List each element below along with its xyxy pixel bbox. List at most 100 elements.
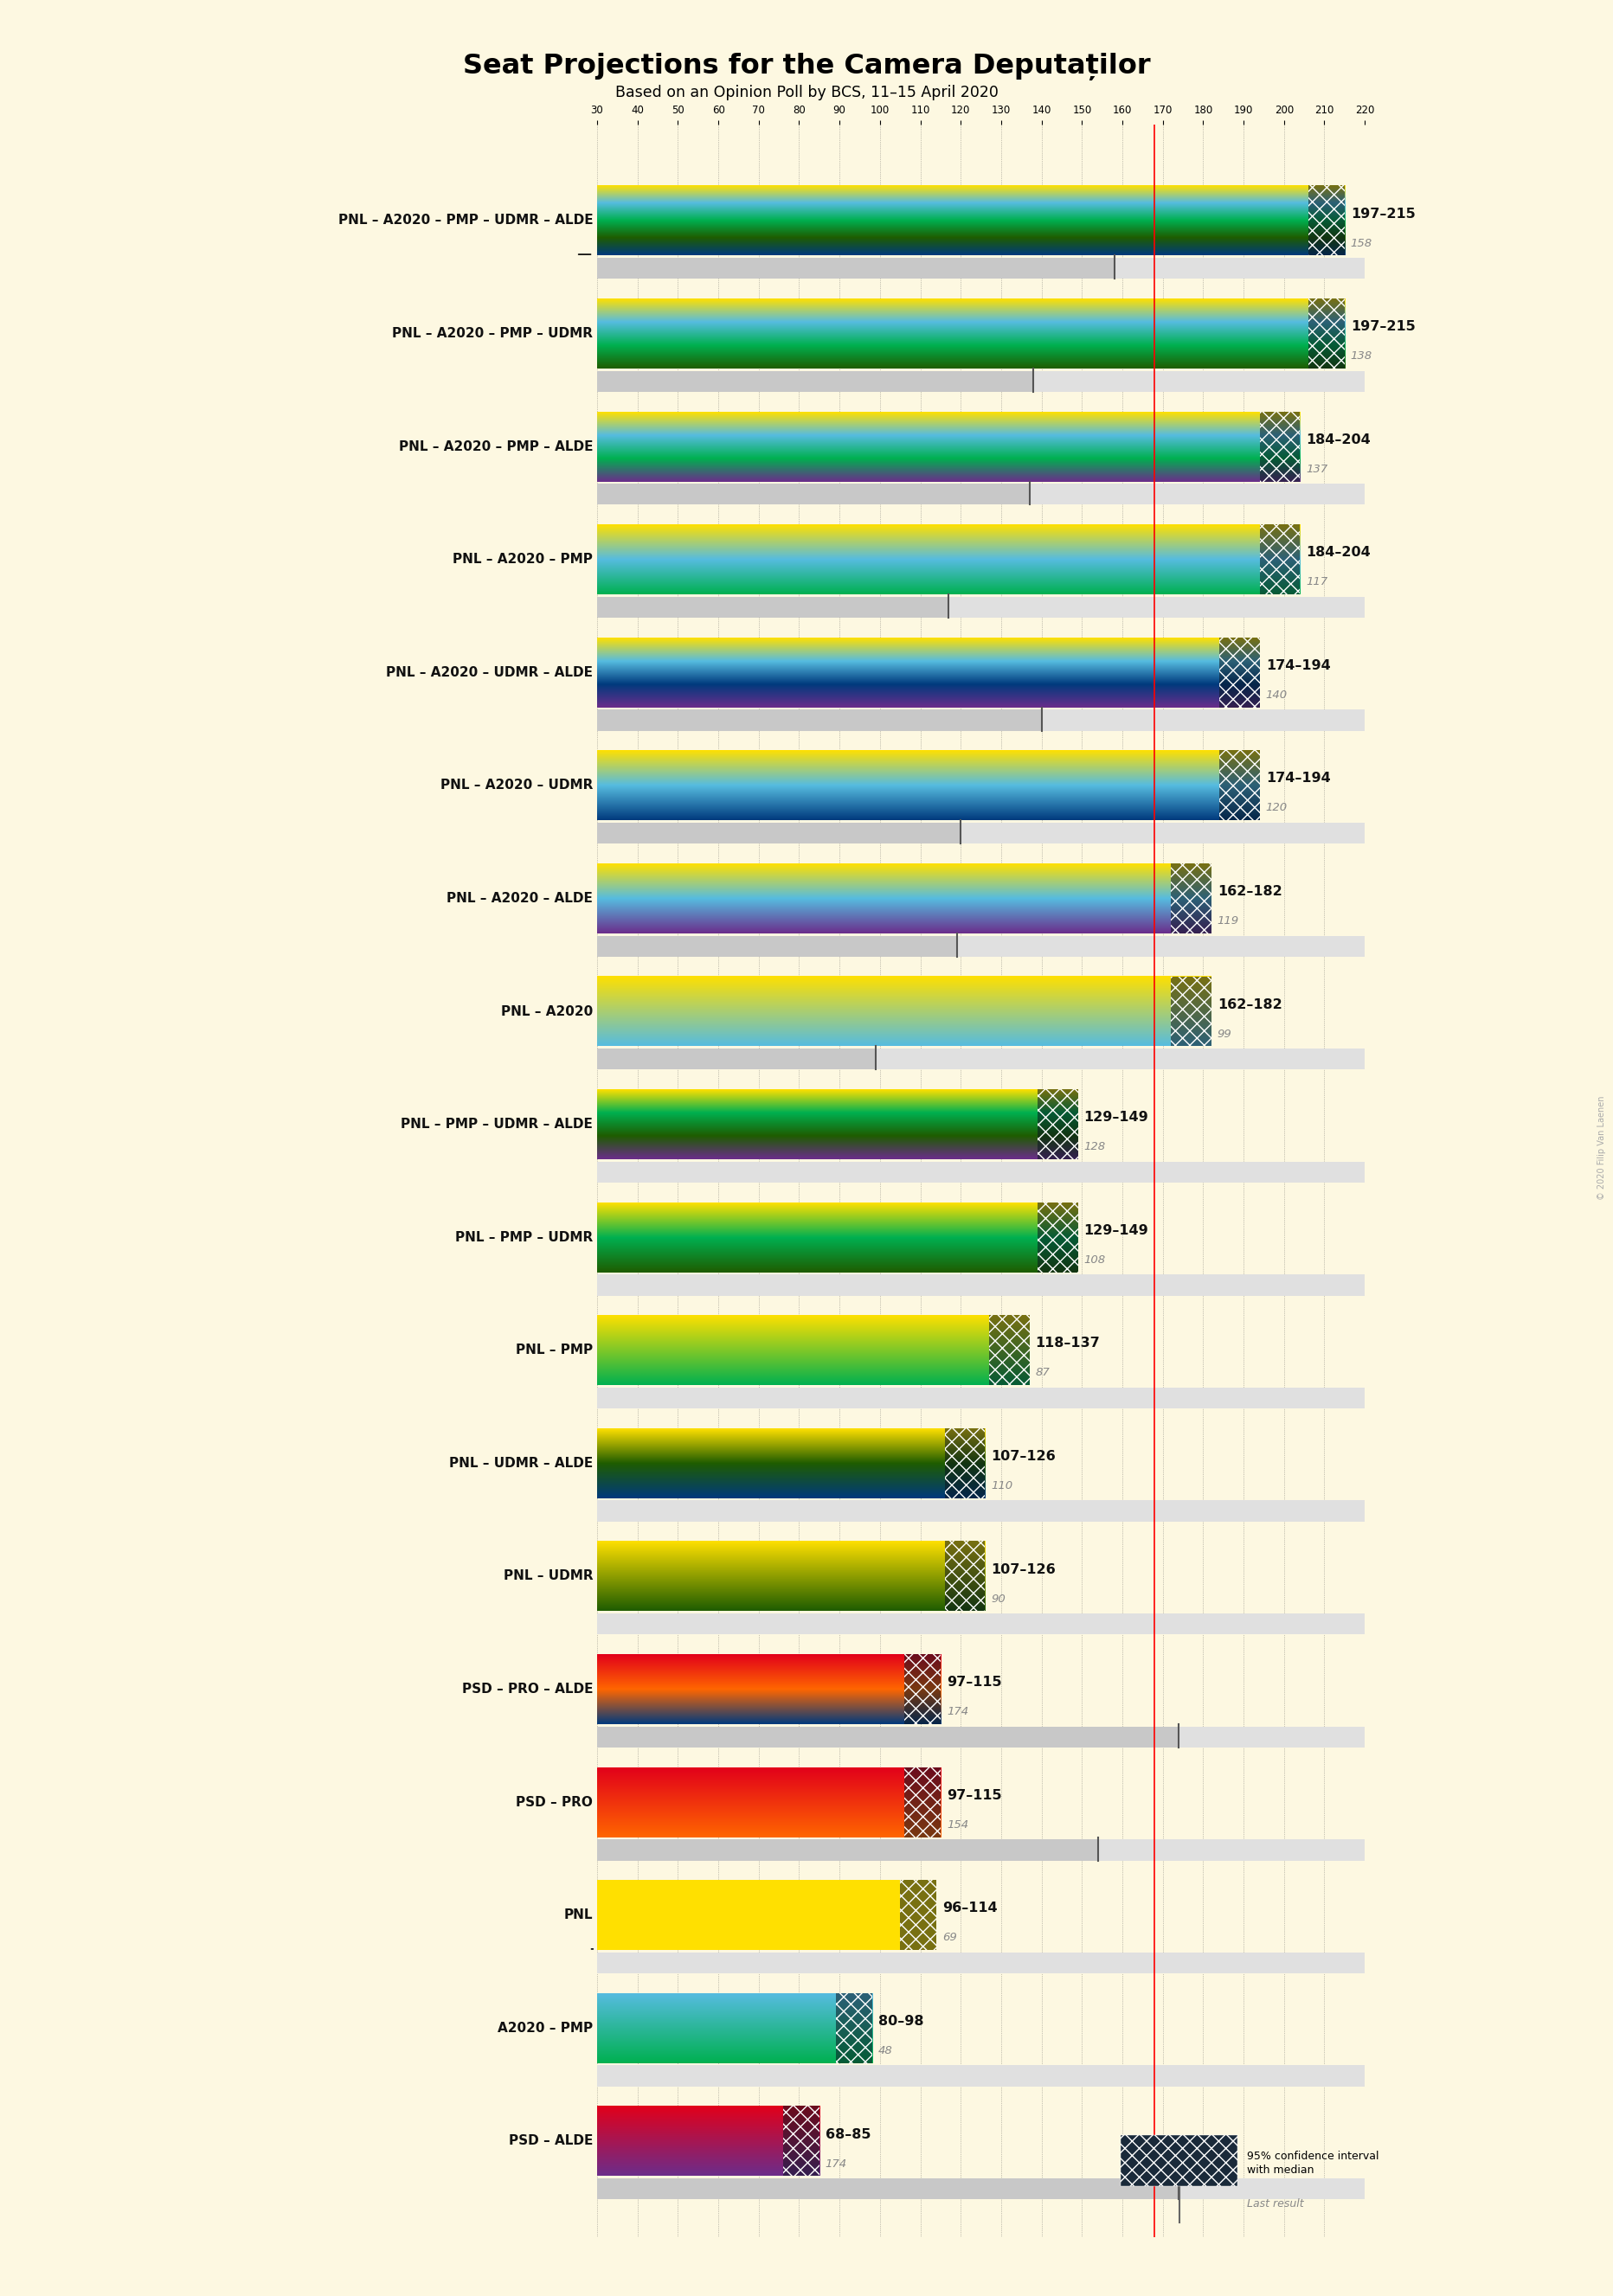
Text: 87: 87	[1036, 1366, 1050, 1378]
Text: PNL – A2020 – PMP – ALDE: PNL – A2020 – PMP – ALDE	[398, 441, 594, 452]
Text: 174–194: 174–194	[1266, 659, 1331, 673]
Bar	[1308, 186, 1345, 255]
Text: 95% confidence interval
with median: 95% confidence interval with median	[1247, 2151, 1379, 2174]
Bar	[1260, 411, 1300, 482]
Text: 110: 110	[990, 1481, 1013, 1492]
Text: 184–204: 184–204	[1307, 434, 1371, 445]
Text: A2020 – PMP: A2020 – PMP	[498, 2020, 594, 2034]
Bar	[1219, 751, 1260, 820]
Text: 80–98: 80–98	[877, 2016, 923, 2027]
Text: 197–215: 197–215	[1350, 207, 1415, 220]
Bar	[1219, 638, 1260, 707]
Bar	[961, 822, 1365, 843]
Text: PNL – A2020: PNL – A2020	[502, 1006, 594, 1017]
Bar	[597, 1162, 1365, 1182]
Text: 174: 174	[947, 1706, 968, 1717]
Text: PNL – A2020 – PMP: PNL – A2020 – PMP	[453, 553, 594, 565]
Text: PSD – PRO: PSD – PRO	[516, 1795, 594, 1809]
Text: 99: 99	[1218, 1029, 1232, 1040]
Bar	[597, 1880, 900, 1949]
Bar	[597, 257, 1115, 278]
Bar	[597, 1274, 1365, 1295]
Bar	[597, 822, 961, 843]
Bar	[945, 1428, 986, 1499]
Bar	[597, 597, 948, 618]
Text: 174: 174	[826, 2158, 847, 2170]
Bar	[900, 1880, 937, 1949]
Text: Last result: Last result	[1247, 2200, 1303, 2209]
Bar	[597, 1502, 1365, 1522]
Text: 69: 69	[942, 1933, 957, 1942]
Bar	[1029, 484, 1365, 505]
Bar	[1260, 523, 1300, 595]
Bar	[597, 709, 1042, 730]
Text: 197–215: 197–215	[1350, 319, 1415, 333]
Text: 138: 138	[1350, 351, 1373, 363]
Bar	[905, 1768, 940, 1837]
Bar	[1308, 298, 1345, 367]
Text: 117: 117	[1307, 576, 1327, 588]
Bar	[1308, 298, 1345, 367]
Bar	[597, 1727, 1179, 1747]
Text: 119: 119	[1218, 916, 1239, 928]
Text: 97–115: 97–115	[947, 1676, 1002, 1690]
Bar	[597, 2179, 1179, 2200]
Bar	[1037, 1088, 1077, 1159]
Text: 137: 137	[1307, 464, 1327, 475]
Text: PSD – ALDE: PSD – ALDE	[508, 2135, 594, 2147]
Bar	[1308, 186, 1345, 255]
Bar	[1042, 709, 1365, 730]
Bar	[1171, 863, 1211, 934]
Text: 129–149: 129–149	[1084, 1224, 1148, 1238]
Bar	[597, 1387, 1365, 1407]
Bar	[1219, 751, 1260, 820]
Text: PNL – PMP – UDMR: PNL – PMP – UDMR	[455, 1231, 594, 1244]
Bar	[948, 597, 1365, 618]
Text: PNL – A2020 – UDMR: PNL – A2020 – UDMR	[440, 778, 594, 792]
Bar	[905, 1653, 940, 1724]
Text: 128: 128	[1084, 1141, 1107, 1153]
Bar	[1098, 1839, 1365, 1860]
Text: 184–204: 184–204	[1307, 546, 1371, 560]
Bar	[1260, 411, 1300, 482]
Bar	[1171, 976, 1211, 1047]
Text: PNL – UDMR – ALDE: PNL – UDMR – ALDE	[448, 1456, 594, 1469]
Bar	[900, 1880, 937, 1949]
Bar	[1171, 863, 1211, 934]
Bar	[597, 2066, 1365, 2087]
Bar	[1037, 1203, 1077, 1272]
Bar	[782, 2105, 819, 2177]
Text: 162–182: 162–182	[1218, 884, 1282, 898]
Text: PNL – A2020 – PMP – UDMR – ALDE: PNL – A2020 – PMP – UDMR – ALDE	[339, 214, 594, 227]
Bar	[989, 1316, 1029, 1384]
Bar	[597, 370, 1034, 393]
Bar	[945, 1428, 986, 1499]
Text: PSD – PRO – ALDE: PSD – PRO – ALDE	[461, 1683, 594, 1697]
Text: 129–149: 129–149	[1084, 1111, 1148, 1125]
Bar	[945, 1541, 986, 1612]
Text: PNL – A2020 – UDMR – ALDE: PNL – A2020 – UDMR – ALDE	[386, 666, 594, 680]
Bar	[597, 1614, 1365, 1635]
Bar	[989, 1316, 1029, 1384]
Text: 174–194: 174–194	[1266, 771, 1331, 785]
Text: 118–137: 118–137	[1036, 1336, 1100, 1350]
Text: © 2020 Filip Van Laenen: © 2020 Filip Van Laenen	[1597, 1095, 1607, 1201]
Text: 108: 108	[1084, 1254, 1107, 1265]
Bar	[1179, 2179, 1365, 2200]
Bar	[836, 1993, 873, 2064]
Bar	[1179, 1727, 1365, 1747]
Text: 107–126: 107–126	[990, 1564, 1057, 1575]
Bar	[1037, 1203, 1077, 1272]
Text: Based on an Opinion Poll by BCS, 11–15 April 2020: Based on an Opinion Poll by BCS, 11–15 A…	[615, 85, 998, 101]
Bar	[876, 1049, 1365, 1070]
Text: PNL: PNL	[565, 1908, 594, 1922]
Bar	[905, 1768, 940, 1837]
Bar	[905, 1653, 940, 1724]
Text: PNL – A2020 – ALDE: PNL – A2020 – ALDE	[447, 891, 594, 905]
Bar	[597, 937, 957, 957]
Bar	[597, 484, 1029, 505]
Text: PNL – A2020 – PMP – UDMR: PNL – A2020 – PMP – UDMR	[392, 326, 594, 340]
Text: PNL – PMP: PNL – PMP	[516, 1343, 594, 1357]
Text: 48: 48	[877, 2046, 892, 2057]
Text: 96–114: 96–114	[942, 1901, 997, 1915]
